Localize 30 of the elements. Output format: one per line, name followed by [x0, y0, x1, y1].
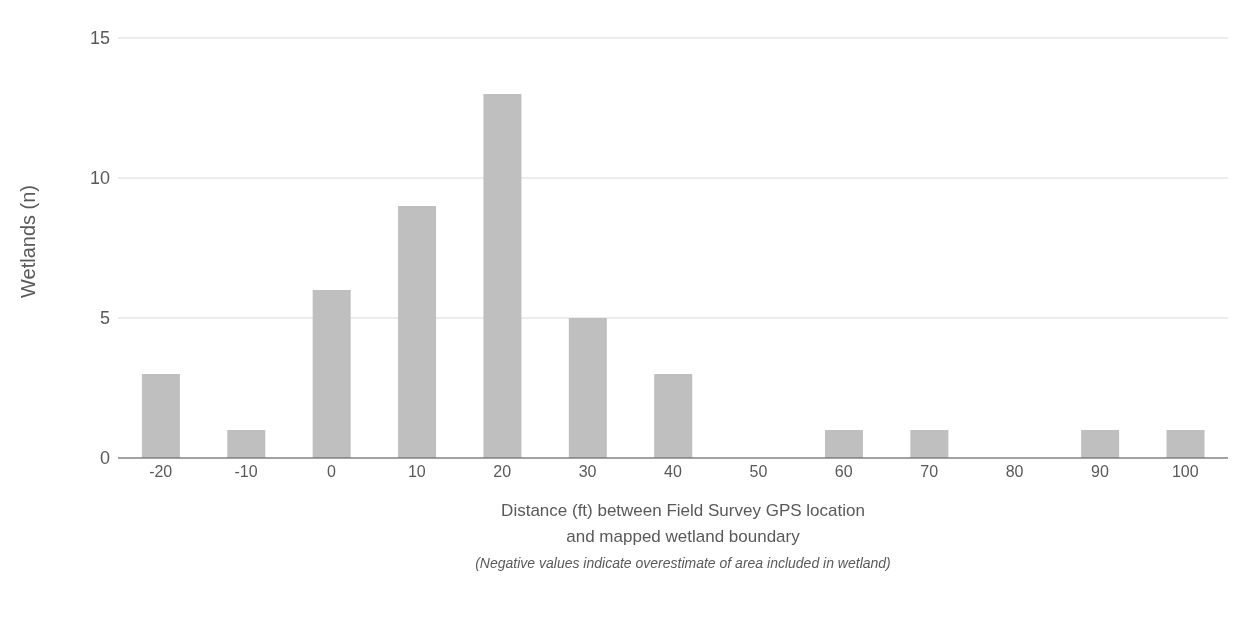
bar — [568, 318, 607, 458]
y-tick-label: 10 — [89, 168, 110, 189]
bar — [312, 290, 351, 458]
bar — [1081, 430, 1120, 458]
bar — [824, 430, 863, 458]
x-tick-label: 90 — [1091, 463, 1109, 481]
y-axis-title: Wetlands (n) — [17, 184, 40, 298]
x-tick-label: 20 — [493, 463, 512, 481]
x-tick-label: 0 — [327, 463, 337, 481]
y-tick-label: 15 — [89, 28, 110, 49]
x-tick-label: -20 — [149, 463, 173, 481]
x-tick-label: -10 — [234, 463, 258, 481]
bar — [227, 430, 266, 458]
bar — [398, 206, 437, 458]
x-tick-label: 60 — [834, 463, 853, 481]
y-tick-label: 5 — [99, 308, 110, 329]
x-tick-label: 30 — [578, 463, 597, 481]
x-tick-label: 100 — [1171, 463, 1199, 481]
x-tick-label: 70 — [920, 463, 939, 481]
bar — [1166, 430, 1205, 458]
x-tick-label: 10 — [407, 463, 426, 481]
bar — [483, 94, 522, 458]
bar — [654, 374, 693, 458]
bar — [910, 430, 949, 458]
x-axis-title: Distance (ft) between Field Survey GPS location and mapped wetland boundary — [500, 500, 866, 548]
x-tick-label: 80 — [1005, 463, 1024, 481]
x-tick-label: 40 — [664, 463, 682, 481]
x-tick-label: 50 — [749, 463, 768, 481]
text: (Negative values indicate overestimate of area included in wetland) — [474, 554, 892, 573]
bar — [141, 374, 180, 458]
